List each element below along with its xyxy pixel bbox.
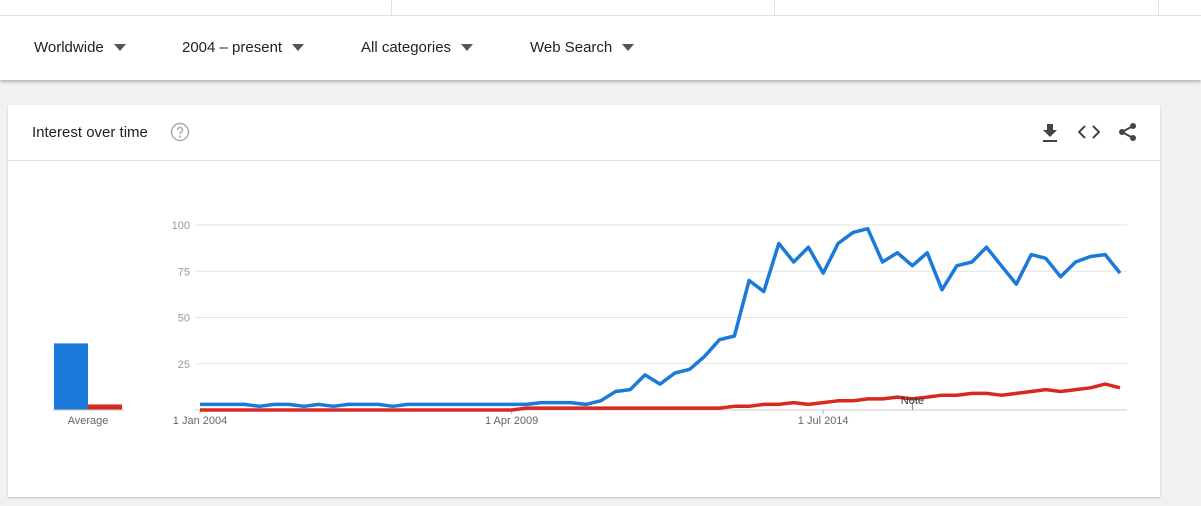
filter-label: 2004 – present <box>182 39 283 56</box>
dropdown-arrow <box>461 44 474 52</box>
separator <box>391 0 392 15</box>
annotation-label: Note <box>901 395 924 407</box>
tab-strip <box>0 0 1201 16</box>
separator <box>774 0 775 15</box>
y-tick-label: 50 <box>178 313 190 325</box>
x-tick-label: 1 Jul 2014 <box>798 415 849 427</box>
dropdown-arrow <box>292 44 305 52</box>
x-tick-label: 1 Apr 2009 <box>485 415 538 427</box>
series-line <box>200 226 1122 409</box>
filter-label: Worldwide <box>34 39 104 56</box>
dropdown-arrow <box>113 44 126 52</box>
help-icon[interactable] <box>170 122 190 142</box>
x-tick-label: 1 Jan 2004 <box>173 415 227 427</box>
x-tick-label: Average <box>68 415 109 427</box>
card-title: Interest over time <box>32 124 148 141</box>
download-icon[interactable] <box>1042 124 1058 142</box>
separator <box>1158 0 1159 15</box>
y-tick-label: 75 <box>178 266 190 278</box>
y-tick-label: 25 <box>178 359 190 371</box>
card-header: Interest over time <box>8 105 1160 161</box>
dropdown-arrow <box>622 44 635 52</box>
embed-icon[interactable] <box>1078 125 1100 139</box>
filter-label: Web Search <box>530 39 613 56</box>
y-tick-label: 100 <box>172 220 190 232</box>
filter-label: All categories <box>361 39 452 56</box>
filter-bar: Worldwide 2004 – present All categories … <box>0 0 1201 80</box>
filter-dropdown[interactable]: 2004 – present <box>182 39 305 56</box>
chart-card: Interest over time <box>8 105 1160 497</box>
share-icon[interactable] <box>1118 122 1138 142</box>
filter-dropdown[interactable]: Web Search <box>530 39 635 56</box>
average-bar <box>54 343 88 410</box>
filter-dropdown[interactable]: All categories <box>361 39 474 56</box>
series-line <box>200 382 1121 412</box>
filter-dropdown[interactable]: Worldwide <box>34 39 126 56</box>
average-bar <box>88 404 122 410</box>
